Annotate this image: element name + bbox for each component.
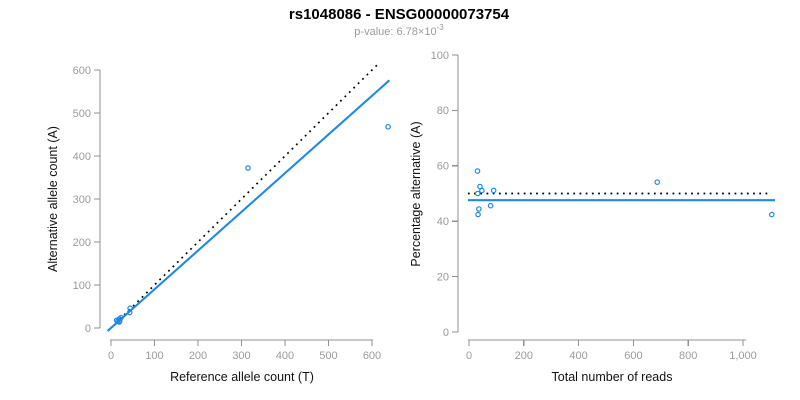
data-point (245, 165, 251, 171)
left-plot-points (113, 123, 391, 325)
y-tick-label: 100 (431, 50, 449, 62)
x-tick-label: 500 (319, 350, 337, 362)
figure-title: rs1048086 - ENSG00000073754 (289, 6, 510, 23)
x-tick-label: 0 (466, 350, 472, 362)
x-tick-label: 100 (145, 350, 163, 362)
right-plot-x-axis-title: Total number of reads (552, 370, 673, 384)
data-point (126, 309, 133, 316)
pvalue-exponent: -3 (437, 23, 445, 32)
y-tick-label: 300 (73, 194, 91, 206)
right-plot-lines (467, 192, 776, 202)
x-tick-label: 200 (515, 350, 533, 362)
identity-line (110, 61, 381, 329)
x-tick-label: 400 (276, 350, 294, 362)
left-plot-axes: 0 100 200 300 400 500 600 0 100 200 300 400 500 600 (73, 65, 382, 362)
left-plot: 0 100 200 300 400 500 600 0 100 200 300 400 500 600 R… (46, 61, 391, 384)
x-tick-label: 200 (189, 350, 207, 362)
y-tick-label: 20 (437, 271, 449, 283)
data-point (476, 206, 482, 212)
right-plot-axes: 0 20 40 60 80 100 0 200 400 600 800 1,000 (431, 50, 757, 362)
fit-line (106, 79, 391, 332)
data-point (479, 187, 485, 194)
y-tick-label: 500 (73, 108, 91, 120)
data-point (474, 190, 481, 197)
y-tick-label: 400 (73, 151, 91, 163)
right-plot: 0 20 40 60 80 100 0 200 400 600 800 1,000 Total num… (409, 50, 776, 384)
x-tick-label: 1,000 (729, 350, 757, 362)
x-tick-label: 600 (363, 350, 381, 362)
left-plot-x-axis-title: Reference allele count (T) (170, 370, 314, 384)
y-tick-label: 0 (443, 327, 449, 339)
right-plot-y-axis-title: Percentage alternative (A) (409, 121, 423, 266)
data-point (654, 179, 661, 185)
y-tick-label: 80 (437, 105, 449, 117)
data-point (490, 187, 497, 194)
x-tick-label: 800 (679, 350, 697, 362)
right-plot-points (474, 168, 775, 218)
left-plot-lines (106, 61, 391, 332)
x-tick-label: 300 (232, 350, 250, 362)
y-tick-label: 600 (73, 65, 91, 77)
data-point (768, 211, 775, 218)
pvalue-text: p-value: 6.78×10 (354, 26, 436, 38)
figure-subtitle: p-value: 6.78×10-3 (354, 23, 444, 38)
x-tick-label: 600 (624, 350, 642, 362)
y-tick-label: 40 (437, 216, 449, 228)
data-point (475, 211, 481, 218)
data-point (385, 123, 391, 130)
x-tick-label: 400 (569, 350, 587, 362)
y-tick-label: 0 (85, 323, 91, 335)
left-plot-y-axis-title: Alternative allele count (A) (46, 126, 60, 272)
data-point (474, 168, 481, 174)
y-tick-label: 100 (73, 280, 91, 292)
x-tick-label: 0 (108, 350, 114, 362)
y-tick-label: 200 (73, 237, 91, 249)
data-point (487, 202, 494, 209)
data-point (116, 319, 123, 325)
y-tick-label: 60 (437, 161, 449, 173)
